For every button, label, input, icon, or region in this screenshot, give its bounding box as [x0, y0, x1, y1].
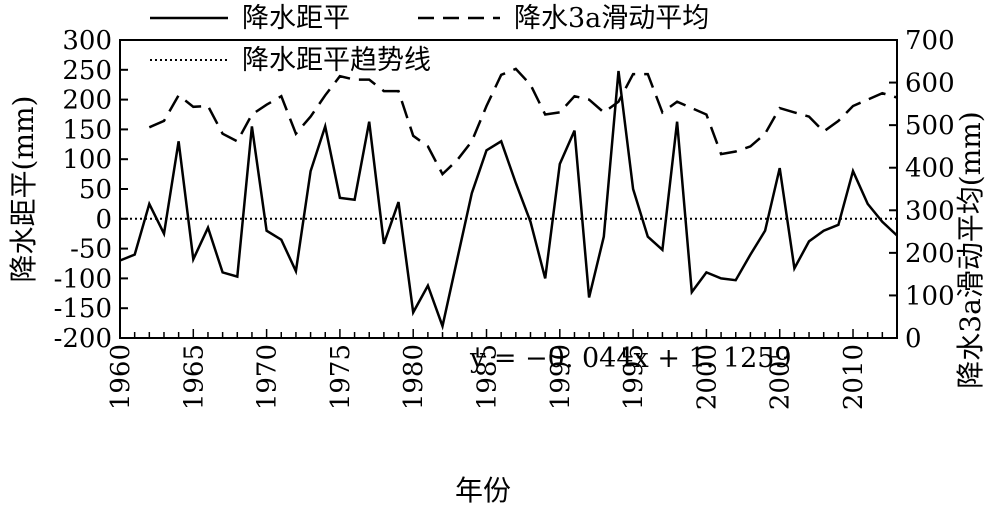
left-y-tick-label: -50 [70, 235, 112, 265]
legend-label-anomaly: 降水距平 [242, 3, 350, 34]
right-axis-title: 降水3a滑动平均(mm) [954, 111, 987, 388]
left-y-tick-label: -200 [54, 324, 112, 354]
x-tick-labels: 1960 1965 1970 1975 1980 1985 1990 1995 2000 2005… [106, 344, 869, 410]
x-tick-label: 1995 [619, 344, 649, 410]
right-y-tick-label: 600 [905, 69, 955, 99]
right-y-tick-label: 300 [905, 196, 955, 226]
legend-label-trendline: 降水距平趋势线 [242, 45, 431, 76]
anomaly-series-line [119, 70, 898, 331]
legend-label-moving-average: 降水3a滑动平均 [514, 3, 709, 34]
moving-average-series-line [148, 67, 898, 177]
trend-equation: y = −0. 044x + 1. 1259 [469, 343, 792, 374]
series-lines [119, 67, 898, 331]
x-tick-label: 1990 [546, 344, 576, 410]
x-axis-title: 年份 [455, 474, 511, 507]
legend: 降水距平 降水3a滑动平均 降水距平趋势线 [150, 3, 709, 76]
x-tick-label: 1985 [473, 344, 503, 410]
right-y-tick-label: 0 [905, 324, 922, 354]
right-y-tick-labels: 700 600 500 400 300 200 100 0 [905, 26, 955, 354]
right-y-tick-label: 200 [905, 239, 955, 269]
left-axis-title: 降水距平(mm) [7, 96, 40, 283]
left-y-tick-label: 150 [62, 115, 112, 145]
left-y-tick-label: 100 [62, 145, 112, 175]
left-y-tick-label: 250 [62, 56, 112, 86]
right-y-tick-label: 100 [905, 281, 955, 311]
x-tick-label: 1960 [106, 344, 136, 410]
left-y-tick-label: 300 [62, 26, 112, 56]
x-tick-label: 2005 [766, 344, 796, 410]
left-y-tick-label: -150 [54, 294, 112, 324]
left-y-tick-label: -100 [54, 264, 112, 294]
x-tick-label: 1980 [399, 344, 429, 410]
x-tick-label: 2000 [692, 344, 722, 410]
right-y-tick-label: 400 [905, 154, 955, 184]
right-y-tick-label: 700 [905, 26, 955, 56]
left-y-tick-label: 50 [79, 175, 112, 205]
plot-frame [119, 39, 898, 339]
x-tick-label: 1965 [179, 344, 209, 410]
x-tick-label: 2010 [839, 344, 869, 410]
x-tick-label: 1975 [326, 344, 356, 410]
right-y-tick-label: 500 [905, 111, 955, 141]
left-y-tick-label: 200 [62, 86, 112, 116]
x-tick-label: 1970 [253, 344, 283, 410]
left-y-tick-label: 0 [95, 205, 112, 235]
axis-ticks [119, 39, 898, 339]
